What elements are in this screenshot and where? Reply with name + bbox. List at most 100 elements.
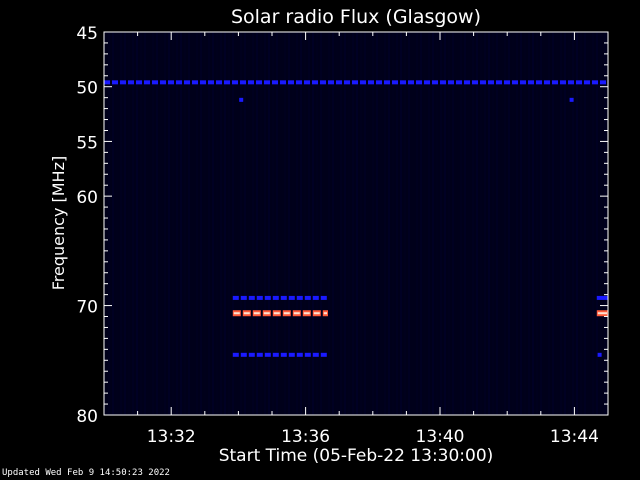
spectrogram-column — [112, 32, 114, 415]
band-segment — [488, 80, 494, 85]
spectrogram-column — [240, 32, 242, 415]
spectrogram-column — [464, 32, 466, 415]
spectrogram-column — [124, 32, 126, 415]
spectrogram-column — [356, 32, 358, 415]
spectrogram-column — [408, 32, 410, 415]
band-segment — [304, 352, 311, 357]
spectrogram-column — [176, 32, 178, 415]
spectrogram-column — [556, 32, 558, 415]
band-segment-core — [293, 312, 300, 315]
chart-title: Solar radio Flux (Glasgow) — [231, 6, 481, 28]
band-segment — [424, 80, 430, 85]
spectrogram-column — [280, 32, 282, 415]
band-segment — [568, 80, 574, 85]
spectrogram-column — [328, 32, 330, 415]
band-segment — [200, 80, 206, 85]
spectrogram-column — [460, 32, 462, 415]
band-segment-core — [303, 312, 310, 315]
band-segment — [440, 80, 446, 85]
spectrogram-columns — [104, 32, 606, 415]
plot-frame — [103, 31, 609, 416]
band-segment-core — [263, 312, 270, 315]
spectrogram-column — [272, 32, 274, 415]
band-segment — [264, 295, 271, 300]
band-segment — [384, 80, 390, 85]
band-segment — [512, 80, 518, 85]
spectrogram-column — [444, 32, 446, 415]
band-segment-core — [253, 312, 260, 315]
band-segment — [360, 80, 366, 85]
band-segment-core — [273, 312, 280, 315]
band-segment — [256, 80, 262, 85]
spectrogram-column — [388, 32, 390, 415]
band-segment — [232, 295, 239, 300]
band-segment — [312, 80, 318, 85]
emission-spot — [239, 97, 244, 102]
band-segment — [312, 295, 319, 300]
band-segment — [584, 80, 590, 85]
band-segment — [280, 352, 287, 357]
spectrogram-column — [576, 32, 578, 415]
band-segment — [328, 80, 334, 85]
band-segment — [104, 80, 110, 85]
band-segment — [176, 80, 182, 85]
spectrogram-column — [300, 32, 302, 415]
band-segment — [392, 80, 398, 85]
spectrogram-column — [412, 32, 414, 415]
band-segment — [480, 80, 486, 85]
band-segment — [152, 80, 158, 85]
band-segment — [280, 295, 287, 300]
band-segment — [288, 352, 295, 357]
spectrogram-column — [324, 32, 326, 415]
spectrogram-column — [348, 32, 350, 415]
band-segment — [432, 80, 438, 85]
band-segment — [232, 80, 238, 85]
band-segment — [376, 80, 382, 85]
spectrogram-column — [380, 32, 382, 415]
band-segment — [368, 80, 374, 85]
spectrogram-column — [452, 32, 454, 415]
band-segment — [544, 80, 550, 85]
band-segment — [560, 80, 566, 85]
band-segment — [248, 295, 255, 300]
band-segment-core — [597, 312, 607, 315]
spectrogram-column — [396, 32, 398, 415]
spectrogram-column — [384, 32, 386, 415]
band-segment — [320, 80, 326, 85]
spectrogram-column — [456, 32, 458, 415]
band-segment — [448, 80, 454, 85]
band-segment — [248, 80, 254, 85]
band-segment — [296, 295, 303, 300]
spectrogram-column — [516, 32, 518, 415]
spectrogram-column — [156, 32, 158, 415]
spectrogram-column — [568, 32, 570, 415]
band-segment — [520, 80, 526, 85]
spectrogram-column — [136, 32, 138, 415]
spectrogram-column — [428, 32, 430, 415]
band-segment — [272, 80, 278, 85]
band-segment — [528, 80, 534, 85]
band-segment — [240, 295, 247, 300]
spectrogram-column — [484, 32, 486, 415]
band-segment — [456, 80, 462, 85]
spectrogram-column — [316, 32, 318, 415]
band-segment — [280, 80, 286, 85]
spectrogram-bands — [104, 80, 608, 357]
band-segment — [208, 80, 214, 85]
spectrogram-column — [204, 32, 206, 415]
band-segment — [296, 80, 302, 85]
spectrogram-column — [536, 32, 538, 415]
spectrogram-column — [264, 32, 266, 415]
spectrogram-column — [512, 32, 514, 415]
spectrogram-column — [476, 32, 478, 415]
band-segment — [136, 80, 142, 85]
band-segment — [320, 352, 327, 357]
band-segment — [264, 80, 270, 85]
band-segment — [272, 295, 279, 300]
band-segment — [400, 80, 406, 85]
band-segment — [256, 352, 263, 357]
band-segment — [160, 80, 166, 85]
band-segment — [464, 80, 470, 85]
spectrogram-column — [344, 32, 346, 415]
